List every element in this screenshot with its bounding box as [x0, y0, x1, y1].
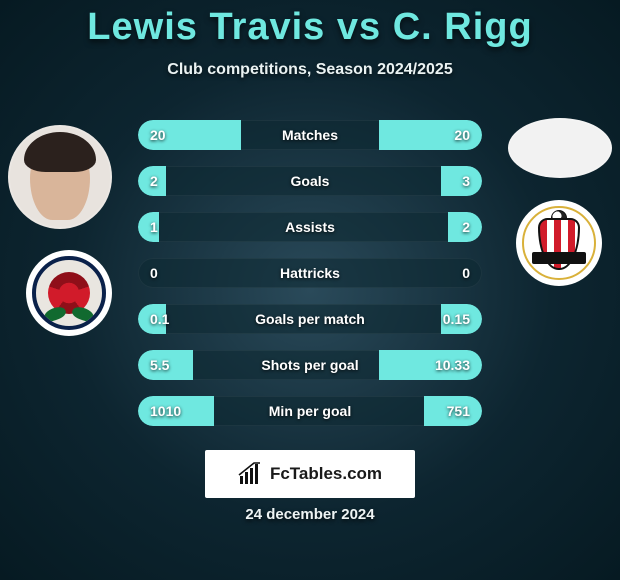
stat-label: Min per goal — [138, 396, 482, 426]
stat-label: Shots per goal — [138, 350, 482, 380]
stat-row: 5.510.33Shots per goal — [138, 350, 482, 380]
brand-text: FcTables.com — [270, 464, 382, 484]
club-left-crest — [26, 250, 112, 336]
stat-row: 2020Matches — [138, 120, 482, 150]
date-text: 24 december 2024 — [0, 506, 620, 523]
face-icon — [30, 142, 90, 220]
sunderland-crest-icon — [522, 206, 596, 280]
blackburn-crest-icon — [32, 256, 106, 330]
stat-label: Goals — [138, 166, 482, 196]
stat-row: 1010751Min per goal — [138, 396, 482, 426]
stats-table: 2020Matches 23Goals 12Assists 00Hattricks 0.… — [138, 120, 482, 442]
club-right-crest — [516, 200, 602, 286]
vs-text: vs — [337, 6, 381, 48]
player-left-avatar — [8, 125, 112, 229]
comparison-subtitle: Club competitions, Season 2024/2025 — [0, 61, 620, 79]
stat-row: 12Assists — [138, 212, 482, 242]
brand-chart-icon — [238, 462, 262, 486]
stat-row: 23Goals — [138, 166, 482, 196]
stat-row: 0.10.15Goals per match — [138, 304, 482, 334]
stat-label: Hattricks — [138, 258, 482, 288]
stat-label: Matches — [138, 120, 482, 150]
player1-name: Lewis Travis — [87, 6, 325, 48]
brand-badge: FcTables.com — [205, 450, 415, 498]
player2-name: C. Rigg — [393, 6, 533, 48]
stat-label: Goals per match — [138, 304, 482, 334]
player-right-avatar — [508, 118, 612, 178]
stat-label: Assists — [138, 212, 482, 242]
comparison-title: Lewis Travis vs C. Rigg — [0, 0, 620, 49]
stat-row: 00Hattricks — [138, 258, 482, 288]
